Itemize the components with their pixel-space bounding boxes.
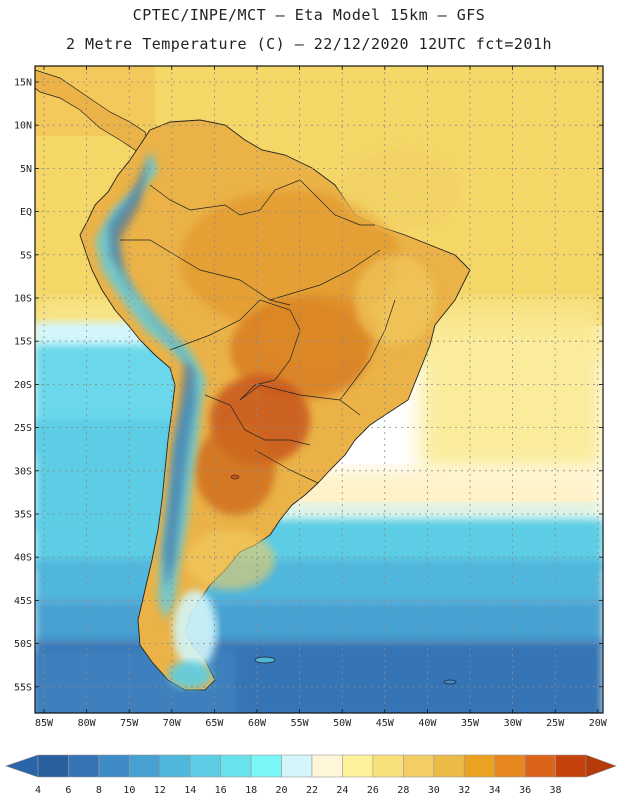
legend-swatch: [129, 754, 161, 778]
legend-label: 16: [215, 785, 227, 796]
legend-label: 12: [154, 785, 166, 796]
legend-label: 30: [428, 785, 440, 796]
legend-label: 36: [519, 785, 531, 796]
legend-label: 20: [276, 785, 288, 796]
title-line-1: CPTEC/INPE/MCT – Eta Model 15km – GFS: [132, 6, 486, 24]
lat-label: 35S: [14, 510, 32, 521]
lat-label: 40S: [14, 553, 32, 564]
legend-swatch: [220, 754, 252, 778]
lat-label: EQ: [20, 207, 32, 218]
legend-swatch: [68, 754, 100, 778]
temperature-legend: 4 6 8 10 12 14 16 18 20 22 24 26 28 30 32 34 36 38: [5, 754, 617, 796]
lon-label: 70W: [163, 718, 182, 729]
legend-swatch: [250, 754, 282, 778]
legend-label: 26: [367, 785, 379, 796]
legend-swatch: [159, 754, 191, 778]
legend-label: 24: [336, 785, 348, 796]
lat-label: 20S: [14, 380, 32, 391]
lat-label: 45S: [14, 596, 32, 607]
lon-label: 40W: [418, 718, 437, 729]
lat-label: 50S: [14, 639, 32, 650]
lon-label: 75W: [120, 718, 139, 729]
map-field: [35, 66, 603, 713]
legend-label: 14: [184, 785, 196, 796]
legend-label: 18: [245, 785, 257, 796]
legend-label: 4: [35, 785, 41, 796]
legend-swatch: [189, 754, 221, 778]
lon-label: 85W: [35, 718, 54, 729]
lat-label: 10N: [14, 121, 32, 132]
legend-label: 10: [123, 785, 135, 796]
legend-swatch: [372, 754, 404, 778]
legend-swatch: [98, 754, 130, 778]
legend-label: 22: [306, 785, 318, 796]
lon-label: 80W: [78, 718, 97, 729]
legend-high-arrow: [585, 754, 617, 778]
lon-label: 50W: [333, 718, 352, 729]
lat-label: 5S: [20, 250, 32, 261]
legend-label: 6: [65, 785, 71, 796]
lon-label: 35W: [461, 718, 480, 729]
lon-label: 30W: [504, 718, 523, 729]
lon-label: 60W: [248, 718, 267, 729]
lon-label: 20W: [589, 718, 608, 729]
latitude-labels: 15N 10N 5N EQ 5S 10S 15S 20S 25S 30S 35S 40S 45S 50S 5…: [14, 78, 32, 694]
legend-swatch: [433, 754, 465, 778]
lon-label: 65W: [205, 718, 224, 729]
lon-label: 55W: [291, 718, 310, 729]
legend-swatch: [403, 754, 435, 778]
lat-label: 55S: [14, 682, 32, 693]
country-borders: [120, 179, 396, 484]
legend-label: 38: [550, 785, 562, 796]
lat-label: 15S: [14, 337, 32, 348]
legend-label: 32: [458, 785, 470, 796]
lat-label: 10S: [14, 294, 32, 305]
legend-label: 34: [489, 785, 501, 796]
lon-label: 25W: [546, 718, 565, 729]
legend-swatch: [37, 754, 69, 778]
lon-label: 45W: [376, 718, 395, 729]
map-frame: [34, 65, 604, 714]
legend-swatch: [524, 754, 556, 778]
longitude-labels: 85W 80W 75W 70W 65W 60W 55W 50W 45W 40W 35W 30W 25W 2…: [35, 718, 608, 729]
legend-swatch: [281, 754, 313, 778]
legend-swatch: [311, 754, 343, 778]
legend-label: 8: [96, 785, 102, 796]
legend-swatch: [555, 754, 587, 778]
grid-lines: [35, 66, 603, 713]
lat-label: 5N: [20, 164, 32, 175]
lat-label: 25S: [14, 423, 32, 434]
lat-label: 15N: [14, 78, 32, 89]
lat-label: 30S: [14, 466, 32, 477]
title-line-2: 2 Metre Temperature (C) – 22/12/2020 12U…: [65, 35, 553, 53]
legend-label: 28: [397, 785, 409, 796]
legend-swatch: [494, 754, 526, 778]
legend-swatch: [463, 754, 495, 778]
legend-low-arrow: [5, 754, 39, 778]
legend-swatch: [342, 754, 374, 778]
